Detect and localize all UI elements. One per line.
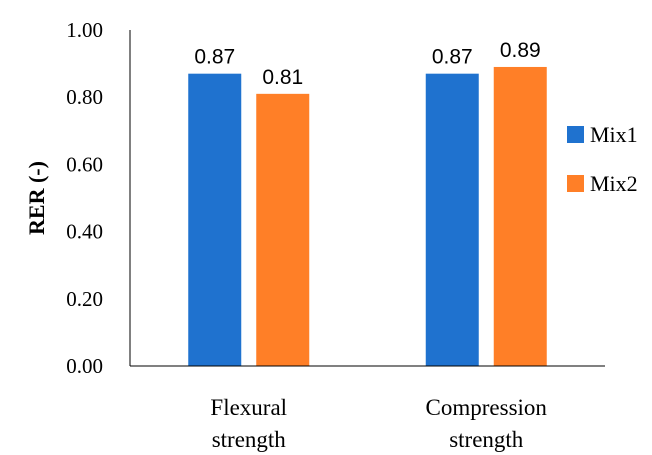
bar-mix2-1 xyxy=(493,66,547,367)
bar-mix1-0 xyxy=(188,73,242,367)
y-tick-label: 0.00 xyxy=(66,354,103,378)
legend-label: Mix2 xyxy=(590,171,638,196)
data-label: 0.81 xyxy=(262,66,303,89)
data-label: 0.87 xyxy=(194,46,235,69)
y-tick-label: 0.20 xyxy=(66,287,103,311)
legend-label: Mix1 xyxy=(590,122,638,147)
y-tick-label: 0.60 xyxy=(66,152,103,176)
category-label: Compression xyxy=(426,395,548,420)
legend-swatch-mix2 xyxy=(567,175,584,192)
data-label: 0.89 xyxy=(500,39,541,62)
data-label: 0.87 xyxy=(432,46,473,69)
category-label: strength xyxy=(212,427,287,452)
y-axis-label: RER (-) xyxy=(24,161,49,235)
category-label: Flexural xyxy=(210,395,287,420)
bar-mix1-1 xyxy=(425,73,479,367)
bar-mix2-0 xyxy=(256,93,310,366)
legend-swatch-mix1 xyxy=(567,126,584,143)
y-tick-label: 1.00 xyxy=(66,18,103,42)
y-tick-label: 0.80 xyxy=(66,85,103,109)
y-tick-label: 0.40 xyxy=(66,220,103,244)
category-label: strength xyxy=(449,427,524,452)
